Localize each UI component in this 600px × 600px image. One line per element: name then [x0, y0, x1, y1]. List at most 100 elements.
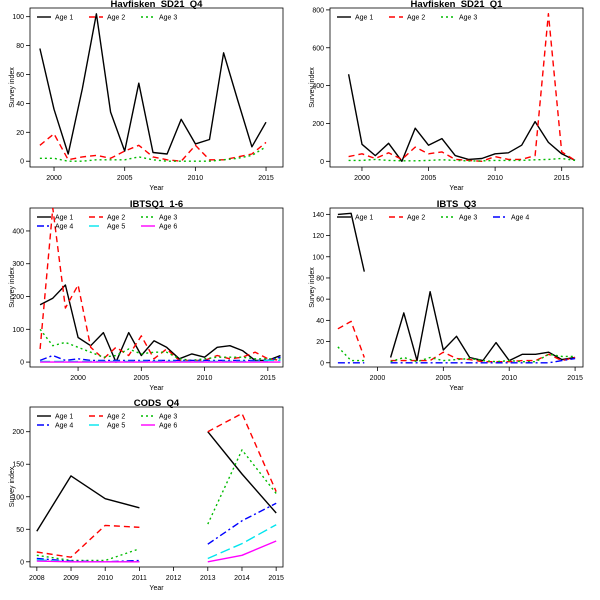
- series-line-age-2: [39, 208, 281, 362]
- plot-frame: [29, 207, 284, 368]
- series-line-age-4: [36, 502, 277, 563]
- series-line-age-1: [36, 431, 277, 532]
- y-tick-label: 0: [20, 360, 24, 367]
- x-tick-label: 2005: [117, 175, 133, 182]
- y-axis-label: Survey index: [309, 267, 316, 308]
- x-tick-label: 2000: [370, 375, 386, 382]
- y-tick-label: 600: [312, 45, 324, 52]
- legend-label: Age 4: [55, 224, 73, 231]
- chart-title: IBTSQ1_1-6: [130, 199, 183, 210]
- legend-label: Age 2: [407, 15, 425, 22]
- y-tick-label: 80: [316, 275, 324, 282]
- legend-label: Age 1: [55, 414, 73, 421]
- x-tick-label: 2015: [554, 175, 570, 182]
- y-axis-label: Survey index: [9, 267, 16, 308]
- legend-label: Age 5: [107, 224, 125, 231]
- legend-label: Age 3: [159, 15, 177, 22]
- legend-label: Age 1: [355, 215, 373, 222]
- y-tick-label: 300: [12, 261, 24, 268]
- y-tick-label: 60: [316, 297, 324, 304]
- y-tick-label: 140: [312, 212, 324, 219]
- series-line-age-1: [39, 13, 267, 155]
- series-line-age-2: [36, 412, 277, 558]
- legend-label: Age 1: [55, 215, 73, 222]
- y-tick-label: 200: [12, 294, 24, 301]
- chart-title: CODS_Q4: [134, 398, 180, 409]
- x-axis-label: Year: [449, 385, 464, 392]
- y-tick-label: 0: [20, 159, 24, 166]
- legend-label: Age 2: [107, 414, 125, 421]
- x-axis-label: Year: [449, 185, 464, 192]
- plot-frame: [29, 7, 284, 168]
- y-tick-label: 100: [312, 254, 324, 261]
- x-tick-label: 2005: [134, 375, 150, 382]
- y-tick-label: 60: [16, 72, 24, 79]
- series-line-age-3: [36, 449, 277, 562]
- series-line-age-1: [337, 212, 576, 362]
- x-tick-label: 2015: [258, 175, 274, 182]
- x-axis-label: Year: [149, 385, 164, 392]
- legend-label: Age 1: [355, 15, 373, 22]
- chart-panel-p1: Havfisken_SD21_Q4 2000 2005 2010 2015 0 20 40 60…: [9, 0, 284, 192]
- y-tick-label: 400: [12, 228, 24, 235]
- legend-label: Age 6: [159, 224, 177, 231]
- x-axis-label: Year: [149, 185, 164, 192]
- y-tick-label: 100: [12, 14, 24, 21]
- plot-frame: [329, 207, 584, 368]
- y-tick-label: 120: [312, 233, 324, 240]
- x-tick-label: 2010: [197, 375, 213, 382]
- series-line-age-1: [347, 74, 576, 162]
- x-tick-label: 2012: [166, 575, 182, 582]
- legend-label: Age 3: [159, 215, 177, 222]
- y-axis-label: Survey index: [309, 67, 316, 108]
- series-line-age-6: [36, 540, 277, 563]
- y-tick-label: 800: [312, 7, 324, 14]
- x-tick-label: 2010: [501, 375, 517, 382]
- x-tick-label: 2010: [97, 575, 113, 582]
- y-tick-label: 80: [16, 43, 24, 50]
- series-line-age-3: [337, 346, 576, 363]
- x-tick-label: 2000: [70, 375, 86, 382]
- x-tick-label: 2000: [354, 175, 370, 182]
- legend-label: Age 3: [159, 414, 177, 421]
- y-tick-label: 20: [316, 339, 324, 346]
- series-line-age-4: [337, 357, 576, 364]
- legend-label: Age 4: [511, 215, 529, 222]
- chart-panel-p3: IBTSQ1_1-6 2000 2005 2010 2015 0 100 200 300 400 Y…: [9, 199, 284, 392]
- x-tick-label: 2009: [63, 575, 79, 582]
- y-tick-label: 400: [312, 83, 324, 90]
- y-tick-label: 40: [16, 101, 24, 108]
- x-tick-label: 2010: [188, 175, 204, 182]
- x-tick-label: 2011: [132, 575, 147, 582]
- y-tick-label: 40: [316, 318, 324, 325]
- x-tick-label: 2015: [260, 375, 276, 382]
- legend-label: Age 3: [459, 15, 477, 22]
- chart-title: IBTS_Q3: [437, 199, 477, 210]
- x-tick-label: 2014: [234, 575, 250, 582]
- plot-frame: [29, 406, 284, 568]
- y-tick-label: 0: [20, 559, 24, 566]
- legend-label: Age 3: [459, 215, 477, 222]
- chart-panel-p2: Havfisken_SD21_Q1 2000 2005 2010 2015 0 200 400…: [309, 0, 584, 192]
- x-tick-label: 2015: [268, 575, 284, 582]
- y-tick-label: 0: [320, 360, 324, 367]
- x-tick-label: 2013: [200, 575, 216, 582]
- y-tick-label: 0: [320, 159, 324, 166]
- y-tick-label: 150: [12, 462, 24, 469]
- chart-panel-p5: CODS_Q4 2008 2009 2010 2011 2012 2013 2014 2015 0…: [9, 398, 284, 592]
- legend-label: Age 2: [107, 215, 125, 222]
- series-line-age-2: [337, 320, 576, 363]
- series-line-age-4: [39, 354, 281, 362]
- x-tick-label: 2010: [487, 175, 503, 182]
- x-tick-label: 2005: [421, 175, 437, 182]
- legend-label: Age 4: [55, 423, 73, 430]
- chart-title: Havfisken_SD21_Q1: [411, 0, 504, 10]
- y-tick-label: 20: [16, 130, 24, 137]
- x-tick-label: 2005: [436, 375, 452, 382]
- plot-frame: [329, 7, 584, 168]
- y-axis-label: Survey index: [9, 466, 16, 507]
- series-line-age-2: [39, 133, 267, 162]
- y-tick-label: 200: [312, 121, 324, 128]
- y-tick-label: 200: [12, 429, 24, 436]
